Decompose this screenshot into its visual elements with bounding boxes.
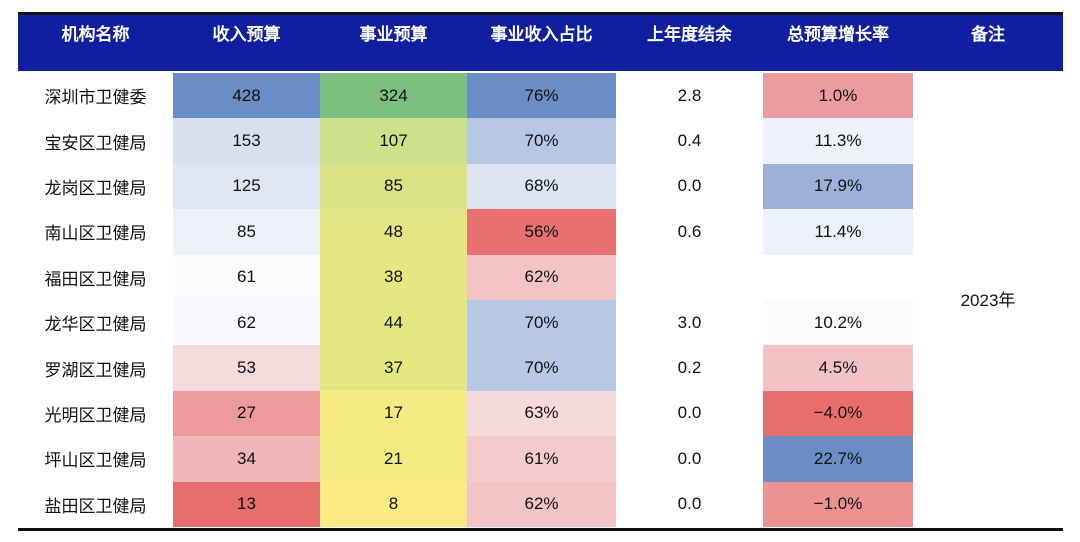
business-cell: 8 [320,481,467,527]
budget-table: 机构名称 收入预算 事业预算 事业收入占比 上年度结余 总预算增长率 备注 深圳… [18,12,1063,531]
business-cell: 85 [320,163,467,210]
org-name-cell: 龙华区卫健局 [44,315,147,335]
ratio-cell: 63% [467,390,616,437]
balance-cell: 0.4 [616,118,763,164]
growth-cell: −4.0% [763,390,913,437]
org-name-cell: 宝安区卫健局 [44,133,147,153]
balance-cell: 0.0 [616,436,763,482]
balance-cell [616,254,763,300]
table-row: 宝安区卫健局 153 107 70% 0.4 11.3% [18,118,1063,164]
header-notes: 备注 [971,25,1005,44]
business-cell: 324 [320,73,467,119]
org-name-cell: 福田区卫健局 [44,269,147,289]
balance-cell: 3.0 [616,299,763,346]
table-row: 罗湖区卫健局 53 37 70% 0.2 4.5% [18,345,1063,391]
growth-cell: −1.0% [763,481,913,527]
growth-cell: 4.5% [763,345,913,391]
top-rule [18,12,1063,15]
table-row: 龙岗区卫健局 125 85 68% 0.0 17.9% [18,163,1063,210]
org-name-cell: 光明区卫健局 [44,405,147,425]
header-growth: 总预算增长率 [787,25,889,44]
table-row: 南山区卫健局 85 48 56% 0.6 11.4% [18,209,1063,255]
header-income: 收入预算 [212,25,281,44]
ratio-cell: 61% [467,436,616,482]
growth-cell: 11.4% [763,209,913,255]
income-cell: 85 [173,209,320,255]
balance-cell: 2.8 [616,73,763,119]
income-cell: 125 [173,163,320,210]
balance-cell: 0.0 [616,163,763,210]
org-name-cell: 盐田区卫健局 [44,496,147,516]
table-body: 深圳市卫健委 428 324 76% 2.8 1.0% 宝安区卫健局 153 107 70% 0.4… [18,73,1063,527]
table-row: 福田区卫健局 61 38 62% [18,254,1063,300]
ratio-cell: 70% [467,118,616,164]
growth-cell [763,254,913,300]
org-name-cell: 坪山区卫健局 [44,451,147,471]
income-cell: 62 [173,299,320,346]
income-cell: 153 [173,118,320,164]
business-cell: 21 [320,436,467,482]
balance-cell: 0.0 [616,390,763,437]
notes-cell: 2023年 [960,290,1016,310]
income-cell: 428 [173,73,320,119]
growth-cell: 10.2% [763,299,913,346]
org-name-cell: 深圳市卫健委 [44,88,147,108]
table-row: 龙华区卫健局 62 44 70% 3.0 10.2% [18,299,1063,346]
table-row: 深圳市卫健委 428 324 76% 2.8 1.0% [18,73,1063,119]
growth-cell: 17.9% [763,163,913,210]
business-cell: 48 [320,209,467,255]
ratio-cell: 70% [467,345,616,391]
table-row: 盐田区卫健局 13 8 62% 0.0 −1.0% [18,481,1063,527]
header-balance: 上年度结余 [647,25,732,44]
business-cell: 44 [320,299,467,346]
org-name-cell: 罗湖区卫健局 [44,360,147,380]
ratio-cell: 70% [467,299,616,346]
balance-cell: 0.6 [616,209,763,255]
ratio-cell: 62% [467,481,616,527]
business-cell: 107 [320,118,467,164]
header-ratio: 事业收入占比 [490,25,593,44]
org-name-cell: 南山区卫健局 [44,224,147,244]
business-cell: 17 [320,390,467,437]
balance-cell: 0.2 [616,345,763,391]
org-name-cell: 龙岗区卫健局 [44,178,147,198]
table-row: 光明区卫健局 27 17 63% 0.0 −4.0% [18,390,1063,437]
business-cell: 37 [320,345,467,391]
ratio-cell: 62% [467,254,616,300]
header-business: 事业预算 [359,25,428,44]
ratio-cell: 68% [467,163,616,210]
income-cell: 53 [173,345,320,391]
table-header: 机构名称 收入预算 事业预算 事业收入占比 上年度结余 总预算增长率 备注 [18,15,1063,71]
balance-cell: 0.0 [616,481,763,527]
table-row: 坪山区卫健局 34 21 61% 0.0 22.7% [18,436,1063,482]
bottom-rule [18,527,1063,531]
header-name: 机构名称 [61,25,130,44]
income-cell: 61 [173,254,320,300]
growth-cell: 11.3% [763,118,913,164]
income-cell: 13 [173,481,320,527]
business-cell: 38 [320,254,467,300]
income-cell: 34 [173,436,320,482]
growth-cell: 22.7% [763,436,913,482]
income-cell: 27 [173,390,320,437]
growth-cell: 1.0% [763,73,913,119]
ratio-cell: 76% [467,73,616,119]
ratio-cell: 56% [467,209,616,255]
